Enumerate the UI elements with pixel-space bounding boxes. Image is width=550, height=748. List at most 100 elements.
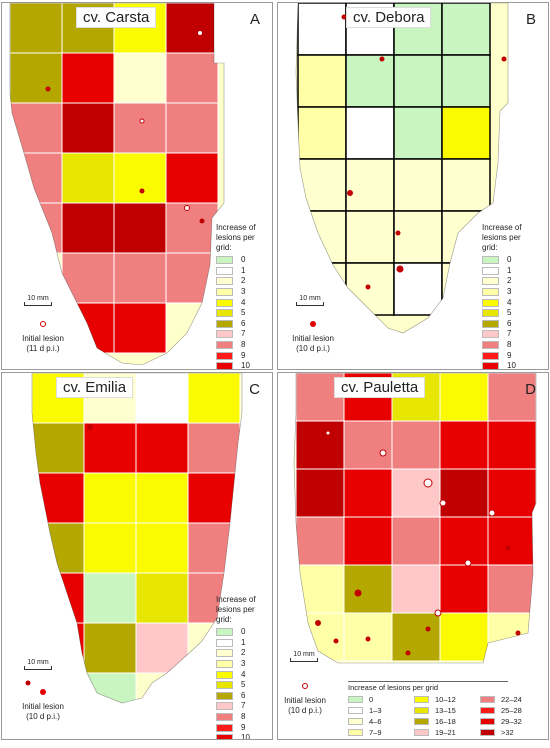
initial-lesion-key: Initial lesion (10 d p.i.) <box>280 683 330 716</box>
initial-lesion-key: Initial lesion (10 d p.i.) <box>286 321 340 354</box>
legend-swatch <box>216 713 233 722</box>
grid-cell <box>393 106 443 160</box>
legend-swatch <box>414 707 429 714</box>
initial-lesion-key: Initial lesion (10 d p.i.) <box>16 689 70 722</box>
legend-swatch <box>480 729 495 736</box>
grid-cell <box>487 468 536 518</box>
legend-title: Increase of lesions per grid: <box>216 595 256 624</box>
grid-cell <box>295 516 345 566</box>
legend-label: 6 <box>241 690 246 700</box>
grid-cell <box>487 420 536 470</box>
legend-label: 13–15 <box>435 706 456 715</box>
grid-cell <box>297 3 347 56</box>
legend-label: 3 <box>241 287 246 297</box>
grid-cell <box>61 52 115 104</box>
legend-label: 25–28 <box>501 706 522 715</box>
scale-bar: 10 mm <box>24 295 52 306</box>
grid-cell <box>135 522 189 574</box>
legend-swatch <box>348 707 363 714</box>
legend-swatch <box>414 718 429 725</box>
grid-cell <box>439 468 489 518</box>
initial-lesion-icon <box>40 321 46 327</box>
scale-label: 10 mm <box>293 651 315 658</box>
panel-letter: D <box>525 381 536 398</box>
legend-swatch <box>216 670 233 679</box>
legend-item: 2 <box>216 276 272 287</box>
legend-item: 29–32 <box>480 717 546 726</box>
legend-label: 3 <box>241 659 246 669</box>
legend-item: >32 <box>480 728 546 737</box>
initial-lesion-icon <box>302 683 308 689</box>
legend-label: 8 <box>241 712 246 722</box>
grid-cell <box>441 106 491 160</box>
grid-cell <box>487 373 536 422</box>
leaf-grid-map-carsta <box>9 3 225 366</box>
legend-item: 6 <box>216 319 272 330</box>
grid-cell <box>391 564 441 614</box>
legend: Increase of lesions per grid: 0 1 2 3 4 5 6 7 8 9 1… <box>216 223 272 370</box>
grid-cell <box>135 622 189 674</box>
scale-bar-line <box>290 658 318 662</box>
legend-item: 7 <box>216 329 272 340</box>
grid-cell <box>487 564 536 614</box>
grid-cell <box>10 52 63 104</box>
grid-cell <box>487 516 536 566</box>
legend-item: 6 <box>216 691 272 702</box>
lesion-mark <box>199 218 205 224</box>
legend-label: 1–3 <box>369 706 382 715</box>
grid-cell <box>439 612 489 662</box>
legend-label: 6 <box>507 318 512 328</box>
leaf-edge <box>31 373 243 704</box>
legend-swatch <box>414 729 429 736</box>
legend-swatch <box>482 362 499 369</box>
grid-cell <box>441 3 491 56</box>
initial-lesion-label: Initial lesion (10 d p.i.) <box>22 702 64 721</box>
legend-item: 7–9 <box>348 728 414 737</box>
legend-swatch <box>216 638 233 647</box>
legend-swatch <box>414 696 429 703</box>
legend-item: 9 <box>216 350 272 361</box>
legend-swatch <box>482 351 499 360</box>
lesion-mark <box>515 630 521 636</box>
legend-swatch <box>216 266 233 275</box>
legend-label: 2 <box>507 276 512 286</box>
legend-item: 2 <box>482 276 538 287</box>
lesion-mark <box>45 86 51 92</box>
legend-item: 4 <box>482 297 538 308</box>
grid-cell <box>135 472 189 524</box>
legend-label: 19–21 <box>435 728 456 737</box>
legend-swatch <box>482 341 499 350</box>
grid-cell <box>441 158 491 212</box>
legend-item: 9 <box>482 350 538 361</box>
lesion-mark <box>197 30 203 36</box>
grid-cell <box>135 572 189 624</box>
legend-label: 7 <box>241 329 246 339</box>
grid-cell <box>295 564 345 614</box>
lesion-mark <box>333 638 339 644</box>
scale-bar: 10 mm <box>290 651 318 662</box>
grid-cell <box>165 102 219 154</box>
legend-label: 10 <box>241 361 250 370</box>
grid-cell <box>343 564 393 614</box>
legend-label: 3 <box>507 287 512 297</box>
legend-label: 8 <box>507 340 512 350</box>
legend-item: 10–12 <box>414 695 480 704</box>
lesion-mark <box>379 56 385 62</box>
grid-cell <box>113 202 167 254</box>
legend-item: 10 <box>216 361 272 370</box>
grid-cell <box>345 210 395 264</box>
scale-bar-line <box>24 302 52 306</box>
legend-item: 0 <box>348 695 414 704</box>
grid-cell <box>439 564 489 614</box>
legend-label: 10–12 <box>435 695 456 704</box>
scale-bar-line <box>296 302 324 306</box>
legend-item: 0 <box>216 255 272 266</box>
grid-cell <box>83 572 137 624</box>
legend-label: 7 <box>241 701 246 711</box>
legend-item: 8 <box>216 712 272 723</box>
grid-cell <box>391 420 441 470</box>
leaf-grid-map-emilia <box>25 373 243 704</box>
panel-debora: cv. Debora B Increase of lesions per gri… <box>277 2 549 370</box>
legend-swatch <box>482 298 499 307</box>
grid-cell <box>393 54 443 108</box>
